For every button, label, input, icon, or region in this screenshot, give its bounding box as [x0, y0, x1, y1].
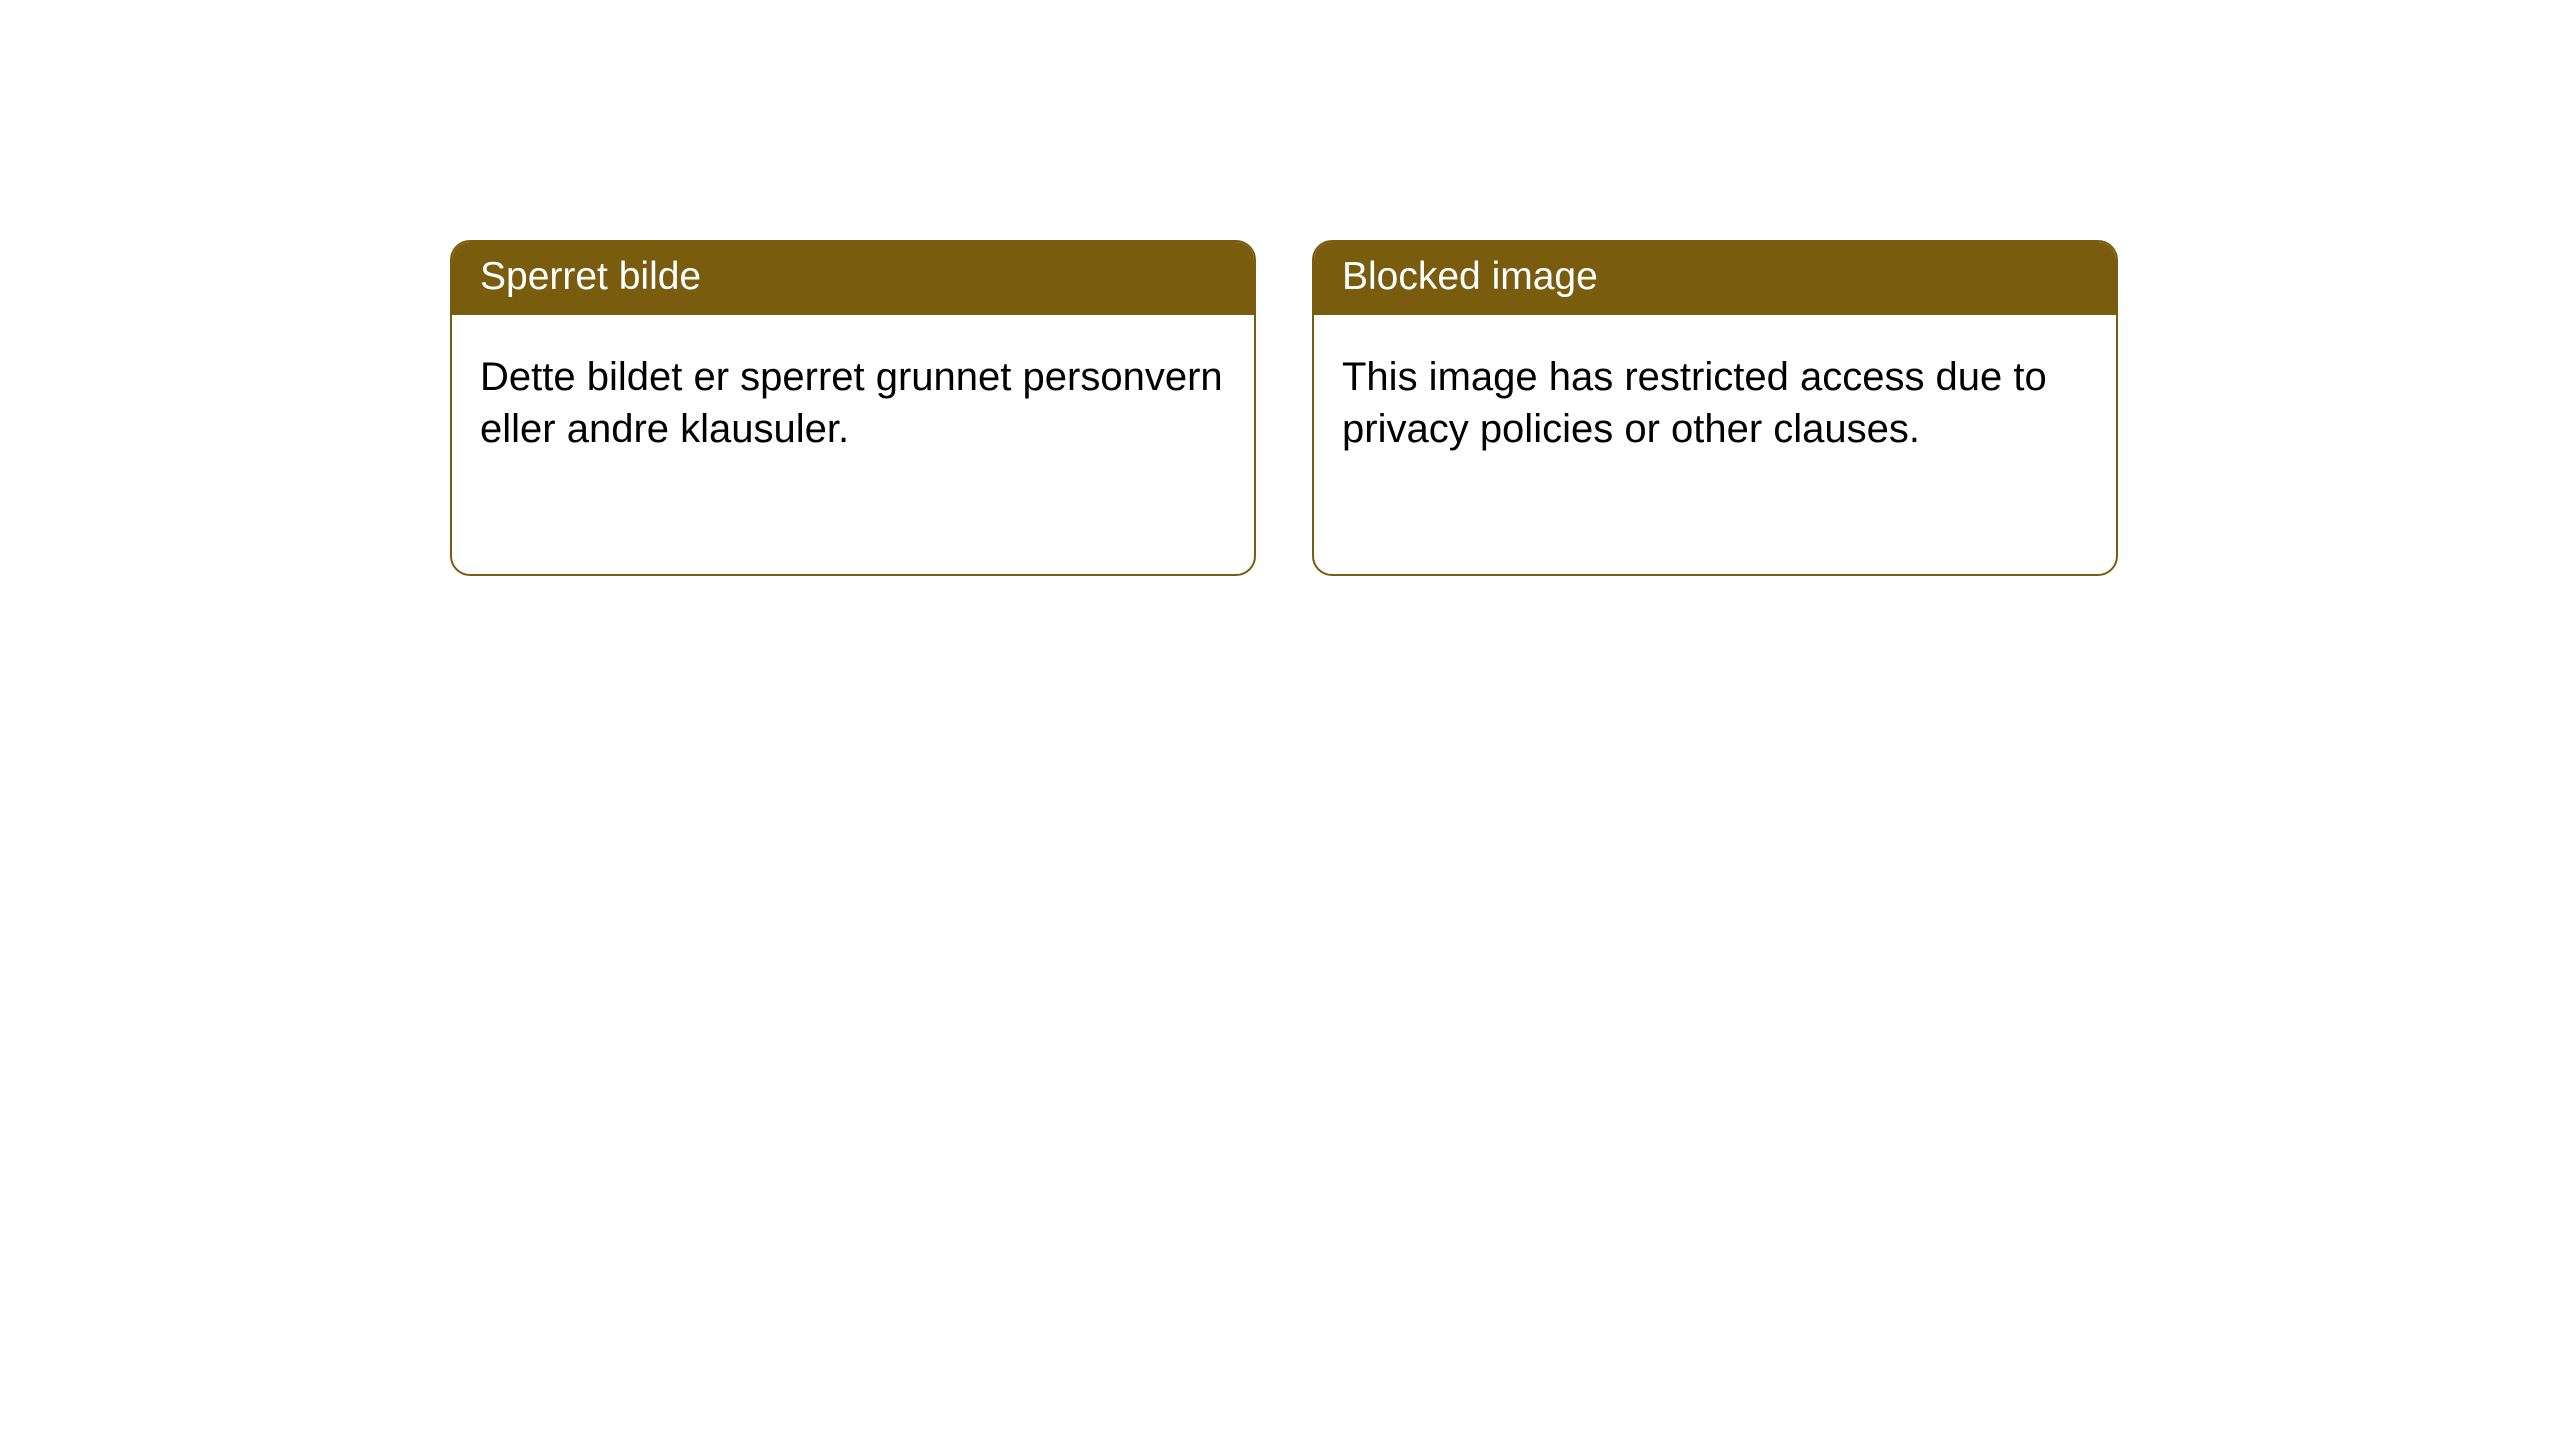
- notice-body: Dette bildet er sperret grunnet personve…: [452, 315, 1254, 491]
- notice-body: This image has restricted access due to …: [1314, 315, 2116, 491]
- notice-header: Sperret bilde: [452, 242, 1254, 315]
- notice-card-norwegian: Sperret bilde Dette bildet er sperret gr…: [450, 240, 1256, 576]
- notice-card-english: Blocked image This image has restricted …: [1312, 240, 2118, 576]
- notice-header: Blocked image: [1314, 242, 2116, 315]
- notice-container: Sperret bilde Dette bildet er sperret gr…: [0, 0, 2560, 576]
